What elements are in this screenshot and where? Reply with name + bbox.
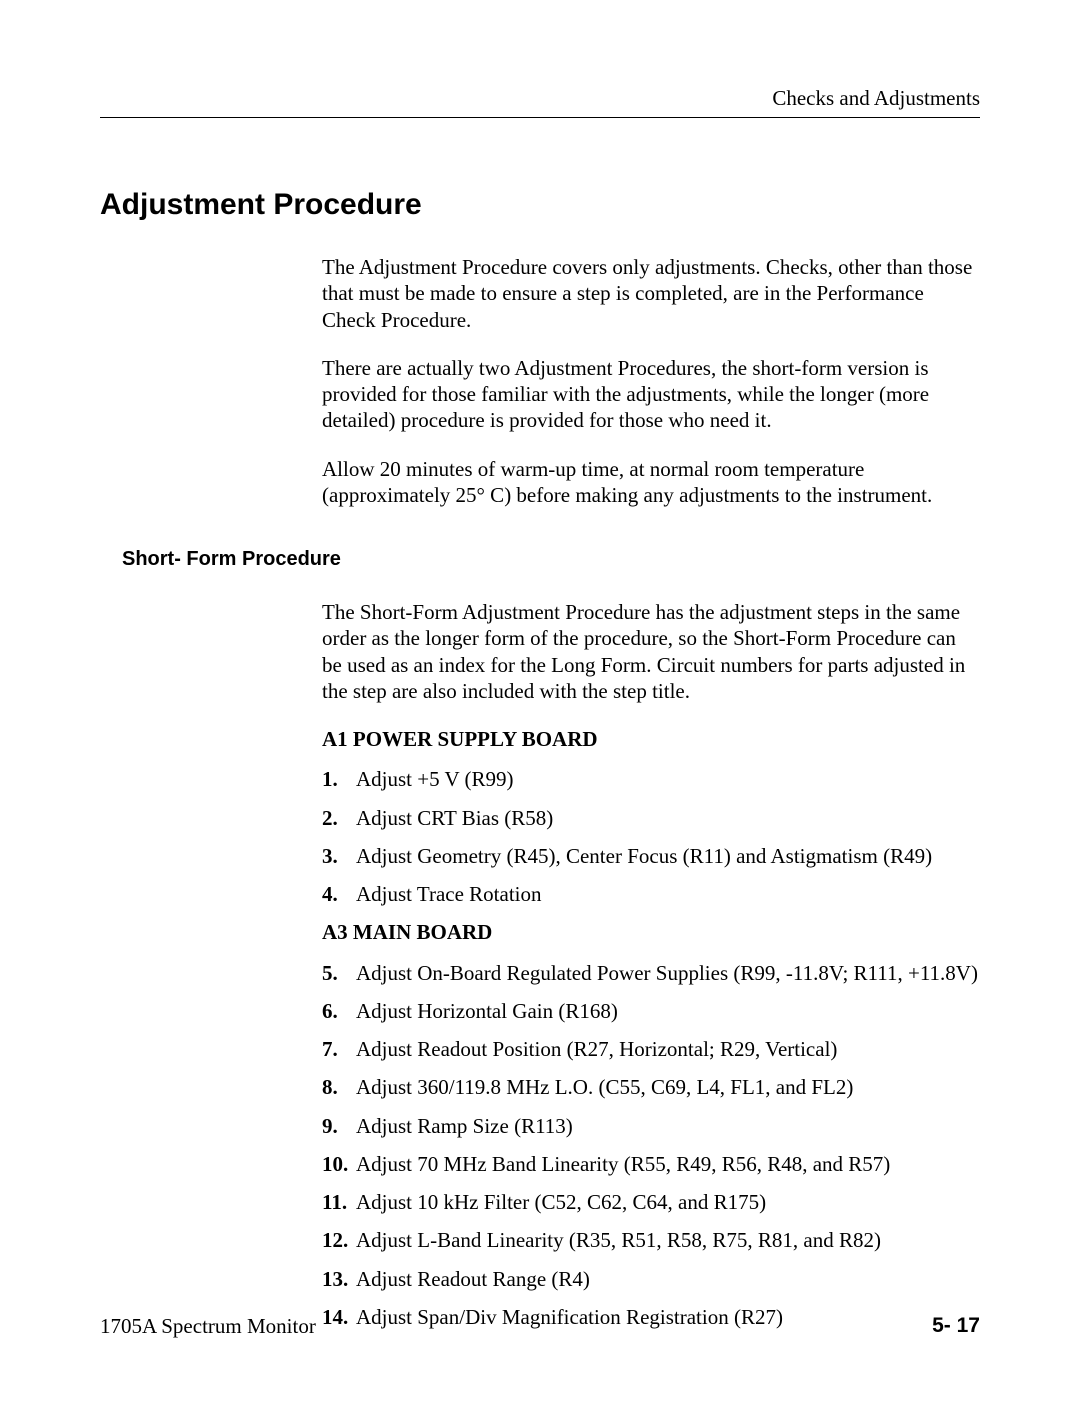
- list-number: 2.: [322, 805, 356, 831]
- list-item: 3.Adjust Geometry (R45), Center Focus (R…: [322, 843, 980, 869]
- page-title: Adjustment Procedure: [100, 188, 980, 222]
- list-text: Adjust CRT Bias (R58): [356, 805, 553, 831]
- footer-right: 5- 17: [932, 1314, 980, 1339]
- footer: 1705A Spectrum Monitor 5- 17: [100, 1314, 980, 1339]
- section-a1-list: 1.Adjust +5 V (R99) 2.Adjust CRT Bias (R…: [322, 766, 980, 907]
- list-item: 1.Adjust +5 V (R99): [322, 766, 980, 792]
- page: Checks and Adjustments Adjustment Proced…: [0, 0, 1080, 1402]
- short-form-intro: The Short-Form Adjustment Procedure has …: [322, 599, 980, 704]
- list-item: 8.Adjust 360/119.8 MHz L.O. (C55, C69, L…: [322, 1074, 980, 1100]
- list-text: Adjust Readout Position (R27, Horizontal…: [356, 1036, 837, 1062]
- list-number: 3.: [322, 843, 356, 869]
- list-text: Adjust Horizontal Gain (R168): [356, 998, 618, 1024]
- list-text: Adjust 70 MHz Band Linearity (R55, R49, …: [356, 1151, 890, 1177]
- short-form-block: The Short-Form Adjustment Procedure has …: [322, 599, 980, 1330]
- list-number: 6.: [322, 998, 356, 1024]
- list-text: Adjust Trace Rotation: [356, 881, 542, 907]
- list-number: 11.: [322, 1189, 356, 1215]
- list-text: Adjust Readout Range (R4): [356, 1266, 590, 1292]
- list-text: Adjust On-Board Regulated Power Supplies…: [356, 960, 978, 986]
- intro-paragraph-2: There are actually two Adjustment Proced…: [322, 355, 980, 434]
- list-item: 6.Adjust Horizontal Gain (R168): [322, 998, 980, 1024]
- list-number: 4.: [322, 881, 356, 907]
- list-item: 10.Adjust 70 MHz Band Linearity (R55, R4…: [322, 1151, 980, 1177]
- list-text: Adjust 360/119.8 MHz L.O. (C55, C69, L4,…: [356, 1074, 853, 1100]
- list-item: 9.Adjust Ramp Size (R113): [322, 1113, 980, 1139]
- list-number: 9.: [322, 1113, 356, 1139]
- section-a1-title: A1 POWER SUPPLY BOARD: [322, 726, 980, 752]
- list-text: Adjust L-Band Linearity (R35, R51, R58, …: [356, 1227, 881, 1253]
- list-number: 1.: [322, 766, 356, 792]
- intro-block: The Adjustment Procedure covers only adj…: [322, 254, 980, 508]
- list-item: 7.Adjust Readout Position (R27, Horizont…: [322, 1036, 980, 1062]
- list-item: 4.Adjust Trace Rotation: [322, 881, 980, 907]
- section-a3-title: A3 MAIN BOARD: [322, 919, 980, 945]
- list-item: 11.Adjust 10 kHz Filter (C52, C62, C64, …: [322, 1189, 980, 1215]
- list-number: 5.: [322, 960, 356, 986]
- list-number: 13.: [322, 1266, 356, 1292]
- short-form-heading: Short- Form Procedure: [122, 548, 980, 571]
- section-a3-list: 5.Adjust On-Board Regulated Power Suppli…: [322, 960, 980, 1331]
- list-number: 10.: [322, 1151, 356, 1177]
- running-head: Checks and Adjustments: [100, 86, 980, 111]
- list-text: Adjust 10 kHz Filter (C52, C62, C64, and…: [356, 1189, 766, 1215]
- intro-paragraph-3: Allow 20 minutes of warm-up time, at nor…: [322, 456, 980, 509]
- header-rule: [100, 117, 980, 118]
- list-number: 12.: [322, 1227, 356, 1253]
- footer-left: 1705A Spectrum Monitor: [100, 1314, 316, 1339]
- list-text: Adjust Ramp Size (R113): [356, 1113, 573, 1139]
- list-item: 5.Adjust On-Board Regulated Power Suppli…: [322, 960, 980, 986]
- list-text: Adjust Geometry (R45), Center Focus (R11…: [356, 843, 932, 869]
- list-item: 12.Adjust L-Band Linearity (R35, R51, R5…: [322, 1227, 980, 1253]
- list-number: 7.: [322, 1036, 356, 1062]
- list-text: Adjust +5 V (R99): [356, 766, 514, 792]
- intro-paragraph-1: The Adjustment Procedure covers only adj…: [322, 254, 980, 333]
- list-item: 2.Adjust CRT Bias (R58): [322, 805, 980, 831]
- list-number: 8.: [322, 1074, 356, 1100]
- list-item: 13.Adjust Readout Range (R4): [322, 1266, 980, 1292]
